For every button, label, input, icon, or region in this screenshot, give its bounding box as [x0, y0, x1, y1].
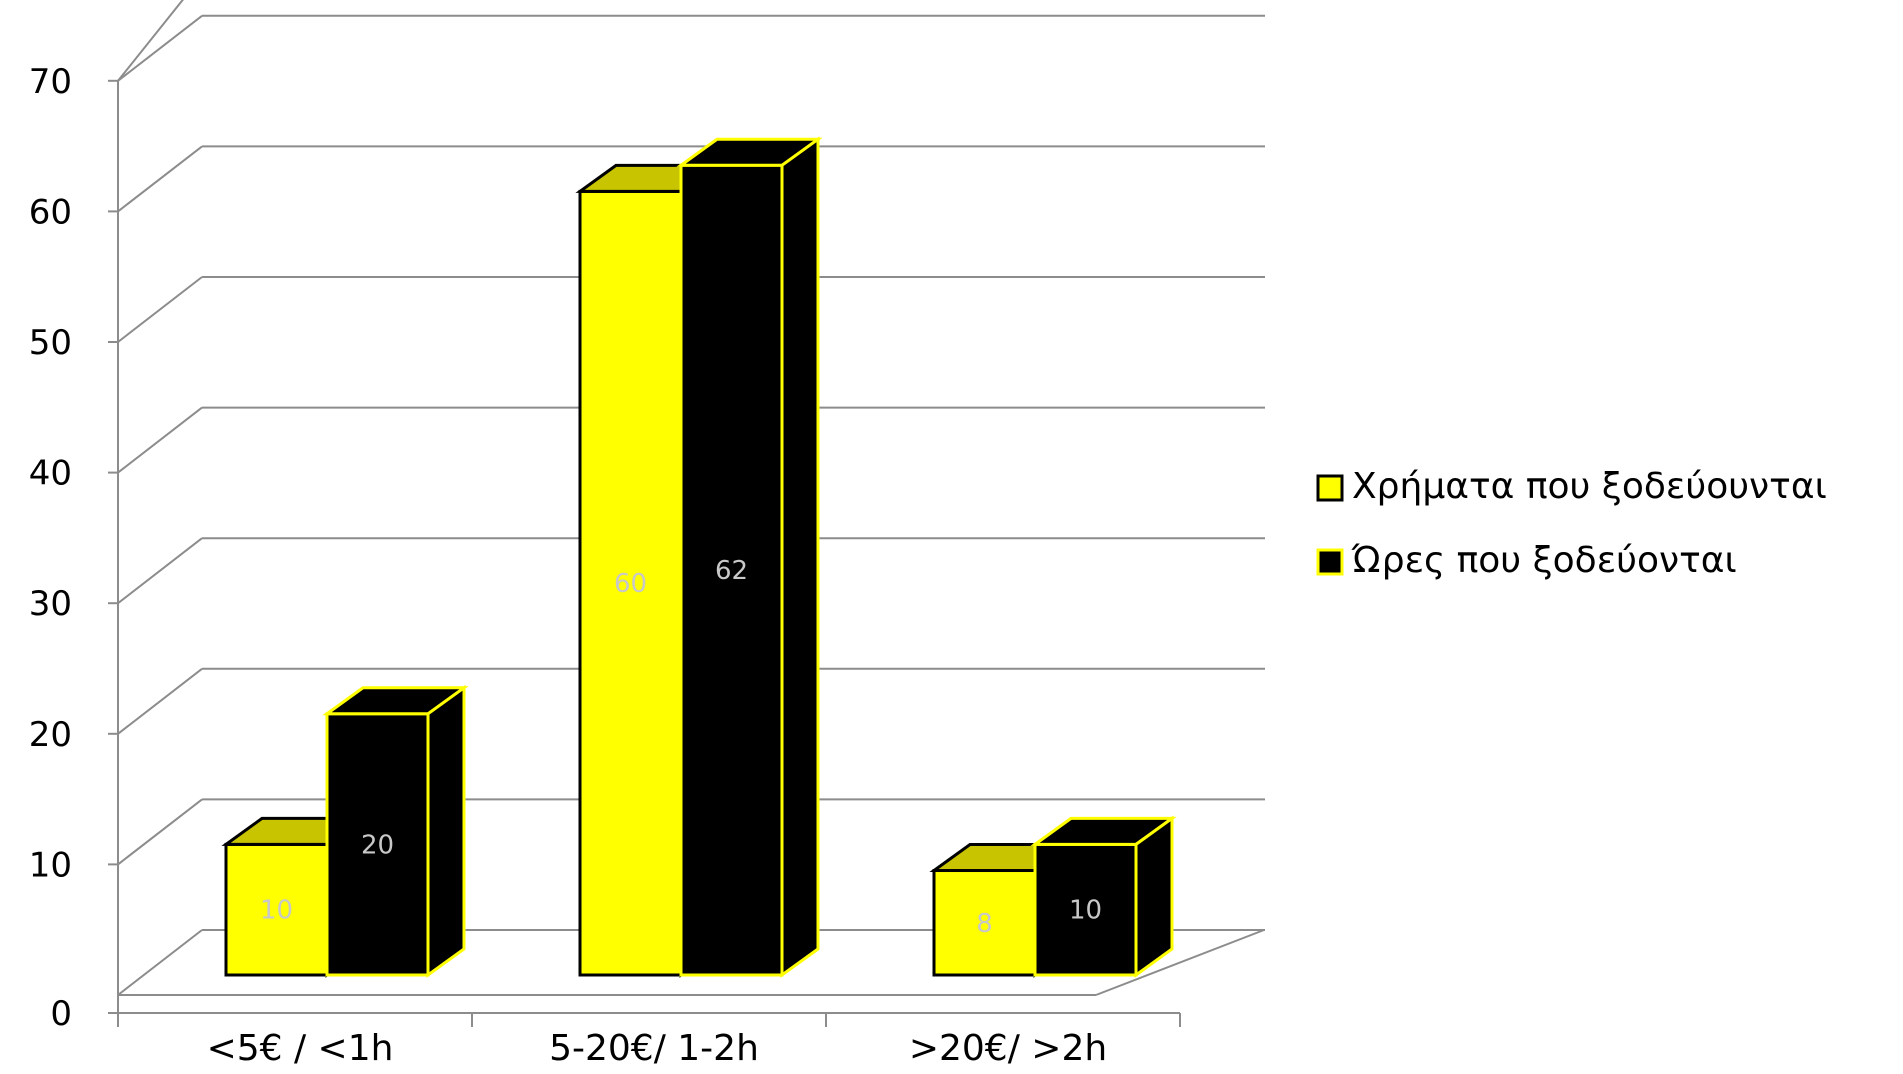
data-label-s1-c2: 10 — [1069, 896, 1102, 926]
x-category-label: 5-20€/ 1-2h — [549, 1028, 759, 1069]
y-tick-label: 20 — [29, 715, 72, 755]
data-label-s1-c0: 20 — [361, 830, 394, 860]
y-tick-label: 50 — [29, 323, 72, 363]
data-label-s0-c2: 8 — [976, 909, 993, 939]
y-tick-label: 60 — [29, 192, 72, 232]
y-tick-label: 70 — [29, 62, 72, 102]
bar-front-s1-c1 — [679, 163, 784, 977]
legend-label: Χρήματα που ξοδεύουνται — [1352, 466, 1827, 507]
y-tick-label: 40 — [29, 454, 72, 494]
bar-side-s1-c1 — [780, 136, 820, 978]
bar-front-s0-c1 — [578, 189, 683, 977]
data-label-s1-c1: 62 — [715, 556, 748, 586]
x-category-label: <5€ / <1h — [207, 1028, 394, 1069]
legend-label: Ώρες που ξοδεύονται — [1351, 540, 1737, 581]
legend-swatch — [1316, 474, 1344, 502]
gridline-diagonal-60 — [117, 145, 203, 213]
data-label-s0-c1: 60 — [614, 569, 647, 599]
gridline-diagonal-40 — [117, 406, 203, 474]
gridline-diagonal-50 — [117, 276, 203, 343]
x-category-label: >20€/ >2h — [909, 1028, 1107, 1069]
y-tick-label: 10 — [29, 845, 72, 885]
gridline-diagonal-top — [117, 0, 184, 82]
gridline-diagonal-0 — [117, 929, 203, 996]
bar-front-s1-c2 — [1033, 842, 1138, 977]
bar-front-s0-c0 — [224, 842, 329, 977]
bar-front-s1-c0 — [325, 712, 430, 977]
bar-side-s1-c0 — [426, 684, 466, 978]
gridline-diagonal-70 — [117, 15, 203, 82]
y-tick-label: 30 — [29, 584, 72, 624]
gridline-diagonal-30 — [117, 537, 203, 604]
legend-swatch — [1316, 548, 1344, 576]
floor-right-edge — [1095, 929, 1265, 996]
bar-side-s1-c2 — [1134, 815, 1174, 978]
gridline-diagonal-20 — [117, 668, 203, 735]
gridline-diagonal-10 — [117, 798, 203, 866]
y-tick-label: 0 — [50, 994, 72, 1034]
data-label-s0-c0: 10 — [260, 896, 293, 926]
